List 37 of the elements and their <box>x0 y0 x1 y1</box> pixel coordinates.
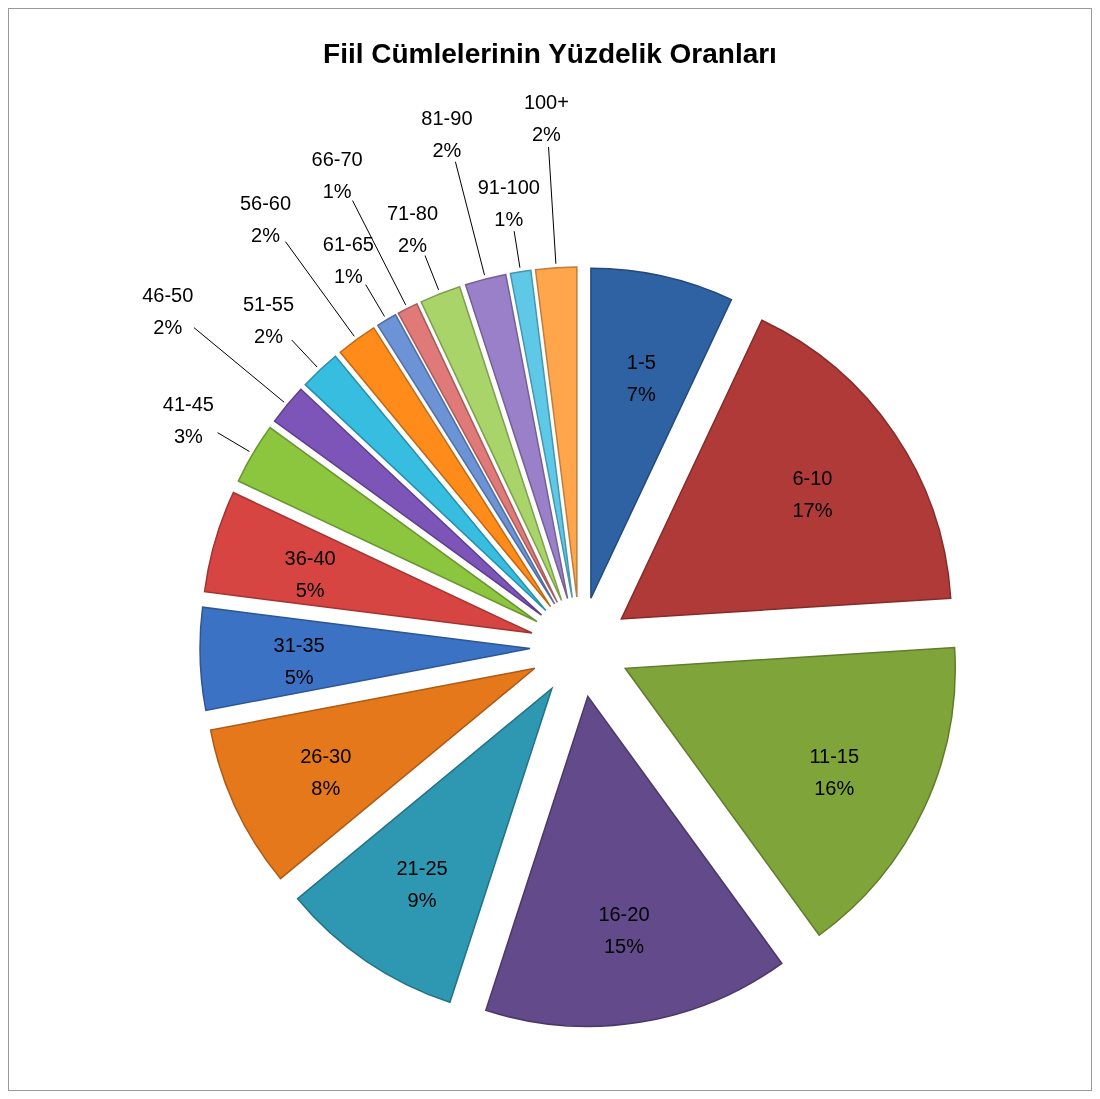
data-label: 1% <box>333 265 364 288</box>
slice-label: 16-20 <box>598 902 650 925</box>
data-label: 5% <box>284 665 314 688</box>
data-label: 16% <box>814 776 855 799</box>
data-label: 2% <box>432 138 462 161</box>
data-label: 2% <box>398 233 428 256</box>
data-label: 17% <box>792 499 833 522</box>
data-label: 7% <box>626 382 656 405</box>
slice-label: 61-65 <box>322 233 374 256</box>
data-label: 2% <box>251 224 281 247</box>
slice-label: 46-50 <box>142 283 194 306</box>
slice-label: 31-35 <box>273 633 325 656</box>
slice-label: 56-60 <box>239 192 292 215</box>
slice-label: 100+ <box>523 91 569 114</box>
data-label: 2% <box>531 123 562 146</box>
slice-label: 36-40 <box>284 546 336 569</box>
data-label: 1% <box>322 180 352 203</box>
slice-label: 71-80 <box>386 201 439 224</box>
data-label: 15% <box>603 934 645 957</box>
slice-label: 81-90 <box>421 106 473 129</box>
slice-label: 6-10 <box>792 467 833 490</box>
chart-title: Fiil Cümlelerinin Yüzdelik Oranları <box>323 38 777 69</box>
data-label: 2% <box>153 315 183 338</box>
slice-label: 66-70 <box>311 148 363 171</box>
data-label: 3% <box>173 425 204 448</box>
slice-label: 11-15 <box>809 744 860 767</box>
data-label: 2% <box>254 325 284 348</box>
slice-label: 51-55 <box>242 293 295 316</box>
slice-label: 91-100 <box>477 175 540 198</box>
slice-label: 26-30 <box>300 744 352 767</box>
data-label: 1% <box>494 207 524 230</box>
data-label: 5% <box>295 578 325 601</box>
slice-label: 21-25 <box>396 857 448 880</box>
data-label: 8% <box>311 776 341 799</box>
slice-label: 1-5 <box>626 350 656 373</box>
slice-label: 41-45 <box>162 393 214 416</box>
data-label: 9% <box>407 889 437 912</box>
